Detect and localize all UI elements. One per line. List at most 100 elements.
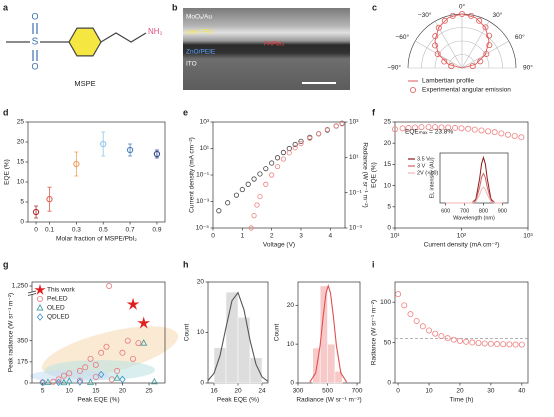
marker: [103, 343, 110, 350]
marker: [435, 24, 442, 31]
marker: [412, 124, 419, 131]
marker: [292, 145, 298, 151]
x-tick-label: 900: [498, 208, 507, 214]
marker: [50, 378, 57, 385]
marker: [505, 131, 512, 138]
marker: [324, 126, 330, 133]
layer-label: poly-TPD: [186, 29, 213, 36]
marker: [135, 340, 142, 347]
theta-tick-label: −60°: [396, 33, 410, 41]
marker: [124, 337, 131, 344]
y-axis-label: Peak radiance (W sr⁻¹ m⁻²): [8, 293, 15, 372]
histogram-bar: [237, 317, 251, 384]
y-tick-label: 0: [387, 225, 391, 232]
y-tick-label: 10¹: [200, 145, 210, 152]
marker: [140, 339, 148, 346]
marker: [438, 333, 445, 340]
theta-tick-label: −90°: [387, 64, 401, 72]
y-tick-label: 1,250: [12, 283, 29, 290]
histogram-bar: [213, 347, 227, 384]
fit-curve: [309, 284, 348, 383]
marker: [391, 126, 398, 133]
layer-label: ZnO/PEIE: [186, 49, 216, 56]
histogram-bar: [327, 343, 336, 384]
histogram-bar: [319, 285, 328, 384]
legend-swatch: [37, 295, 44, 302]
marker: [251, 176, 257, 182]
histogram-bar: [334, 371, 343, 384]
caption: MSPE: [74, 79, 95, 88]
marker: [32, 208, 40, 216]
y-tick-label: 10: [287, 341, 295, 348]
marker: [114, 367, 121, 374]
y-tick-label: 25: [17, 119, 25, 126]
marker: [441, 58, 448, 65]
x-axis-label: Peak EQE (%): [217, 397, 259, 404]
marker: [434, 50, 441, 57]
panel-label: h: [183, 259, 189, 269]
legend-label: 3.5 V: [417, 156, 430, 162]
marker: [55, 376, 62, 383]
marker: [73, 160, 80, 168]
marker: [418, 124, 425, 131]
grid-spoke: [461, 21, 490, 69]
panel-label: c: [372, 2, 377, 12]
x-tick-label: 40: [518, 388, 526, 395]
panel-label: a: [3, 2, 9, 12]
marker: [254, 202, 260, 208]
fit-curve: [207, 291, 269, 382]
molecule: S O O NH₂ MSPE a: [3, 2, 163, 88]
marker: [395, 291, 402, 298]
y-tick-label: 350: [17, 337, 28, 344]
marker: [444, 335, 451, 342]
legend-label: This work: [47, 287, 76, 294]
marker: [456, 337, 463, 344]
marker: [405, 124, 412, 131]
marker: [471, 126, 478, 133]
y2-tick-label: 10⁻³: [349, 225, 363, 232]
legend-label: Lambertian profile: [422, 78, 474, 85]
y-tick-label: 20: [384, 140, 392, 147]
x-tick-label: 10¹: [390, 233, 400, 240]
marker: [216, 208, 222, 214]
histogram-bar: [249, 357, 263, 384]
marker: [126, 297, 140, 310]
axis-frame: [31, 281, 166, 384]
y-tick-label: 10: [197, 329, 205, 336]
y-tick-label: 25: [384, 119, 392, 126]
y-tick-label: 0: [290, 380, 294, 387]
marker: [476, 17, 483, 24]
marker: [92, 373, 99, 380]
x-axis-label: Voltage (V): [263, 242, 295, 249]
histogram-bar: [225, 291, 239, 384]
x-tick-label: 700: [352, 388, 363, 395]
x-tick-label: 300: [293, 388, 304, 395]
x-tick-label: 0: [396, 388, 400, 395]
x-tick-label: 4: [329, 233, 333, 240]
y-axis-label: EQE (%): [4, 159, 11, 185]
marker: [450, 336, 457, 343]
y-tick-label: 0: [200, 380, 204, 387]
y-axis-label: Count: [274, 324, 281, 342]
marker: [401, 302, 408, 309]
marker: [333, 123, 339, 129]
legend-swatch: [36, 304, 44, 311]
marker: [225, 200, 231, 206]
x-axis-label: Wavelength (nm): [453, 215, 495, 221]
marker: [486, 32, 493, 39]
marker: [106, 282, 113, 289]
y2-tick-label: 10¹: [349, 154, 359, 161]
marker: [55, 378, 62, 387]
marker: [150, 377, 158, 385]
x-tick-label: 20: [456, 388, 464, 395]
axis-break: [27, 293, 37, 296]
marker: [257, 193, 263, 200]
marker: [119, 349, 126, 356]
marker: [239, 186, 245, 193]
marker: [274, 155, 281, 161]
marker: [60, 372, 67, 379]
y-tick-label: 10: [384, 182, 392, 189]
marker: [286, 145, 292, 152]
y-tick-label: 175: [17, 359, 28, 366]
marker: [248, 225, 254, 231]
